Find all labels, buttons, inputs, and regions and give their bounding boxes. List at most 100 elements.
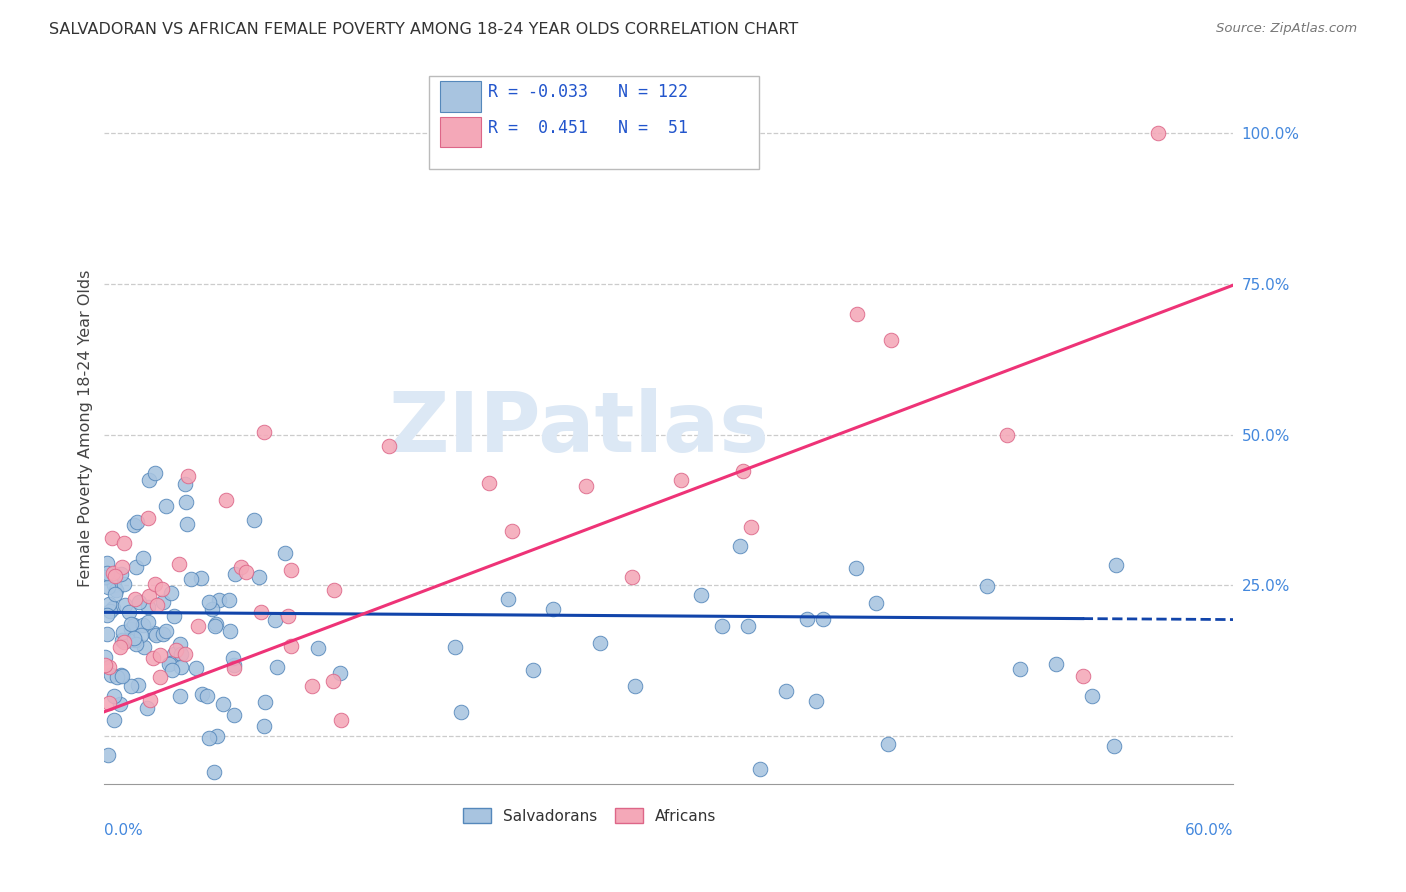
Point [249,605,271,619]
Point [450,705,472,719]
Point [101,531,124,545]
Point [575,479,598,493]
Point [796,612,818,626]
Point [737,619,759,633]
Text: Source: ZipAtlas.com: Source: ZipAtlas.com [1216,22,1357,36]
Point [110,567,132,582]
Point [1045,657,1067,671]
Point [174,495,197,509]
Point [155,624,177,638]
Point [112,536,135,550]
Point [1071,668,1094,682]
Point [690,588,713,602]
Point [1147,126,1170,140]
Point [96,580,118,594]
Point [204,618,226,632]
Point [94,650,117,665]
Point [222,657,245,672]
Point [128,595,150,609]
Point [173,477,195,491]
Point [104,587,127,601]
Point [138,473,160,487]
Point [330,713,353,727]
Point [235,565,257,579]
Point [136,510,159,524]
Point [775,683,797,698]
Point [277,609,299,624]
Point [176,516,198,531]
Point [169,637,191,651]
Point [378,439,401,453]
Text: R = -0.033   N = 122: R = -0.033 N = 122 [488,83,688,101]
Point [211,697,233,711]
Text: 0.0%: 0.0% [104,823,143,838]
Point [997,427,1019,442]
Point [329,665,352,680]
Point [191,687,214,701]
Point [127,678,149,692]
Point [148,648,170,663]
Point [97,697,120,711]
Point [117,632,139,647]
Point [111,632,134,647]
Point [124,637,146,651]
Point [136,599,159,614]
Point [138,589,160,603]
Point [167,558,190,572]
Point [280,563,302,577]
Point [806,694,828,708]
Point [224,567,246,582]
Point [111,669,134,683]
Y-axis label: Female Poverty Among 18-24 Year Olds: Female Poverty Among 18-24 Year Olds [79,270,93,587]
Point [1105,558,1128,572]
Point [125,515,148,529]
Point [160,586,183,600]
Point [118,605,141,619]
Point [149,670,172,684]
Point [165,642,187,657]
Point [104,582,127,597]
Point [124,618,146,632]
Point [202,765,225,780]
Point [129,628,152,642]
Point [307,640,329,655]
Point [208,593,231,607]
Point [323,582,346,597]
Point [169,689,191,703]
Point [143,577,166,591]
Point [136,701,159,715]
Point [120,622,142,636]
Point [198,731,221,745]
Point [187,619,209,633]
Point [124,591,146,606]
Point [811,612,834,626]
Point [222,651,245,665]
Point [1010,662,1032,676]
Point [170,660,193,674]
Point [146,598,169,612]
Point [101,601,124,615]
Point [114,599,136,613]
Point [274,546,297,560]
Point [112,634,135,648]
Point [224,707,246,722]
Point [104,569,127,583]
Point [253,719,276,733]
Point [201,602,224,616]
Legend: Salvadorans, Africans: Salvadorans, Africans [457,802,723,830]
Point [190,571,212,585]
Point [496,592,519,607]
Point [229,559,252,574]
Point [711,619,734,633]
Text: SALVADORAN VS AFRICAN FEMALE POVERTY AMONG 18-24 YEAR OLDS CORRELATION CHART: SALVADORAN VS AFRICAN FEMALE POVERTY AMO… [49,22,799,37]
Point [731,464,754,478]
Point [740,520,762,534]
Point [139,692,162,706]
Point [322,674,344,689]
Point [845,307,868,321]
Point [621,570,644,584]
Point [177,468,200,483]
Point [543,602,565,616]
Point [103,566,125,581]
Point [108,697,131,711]
